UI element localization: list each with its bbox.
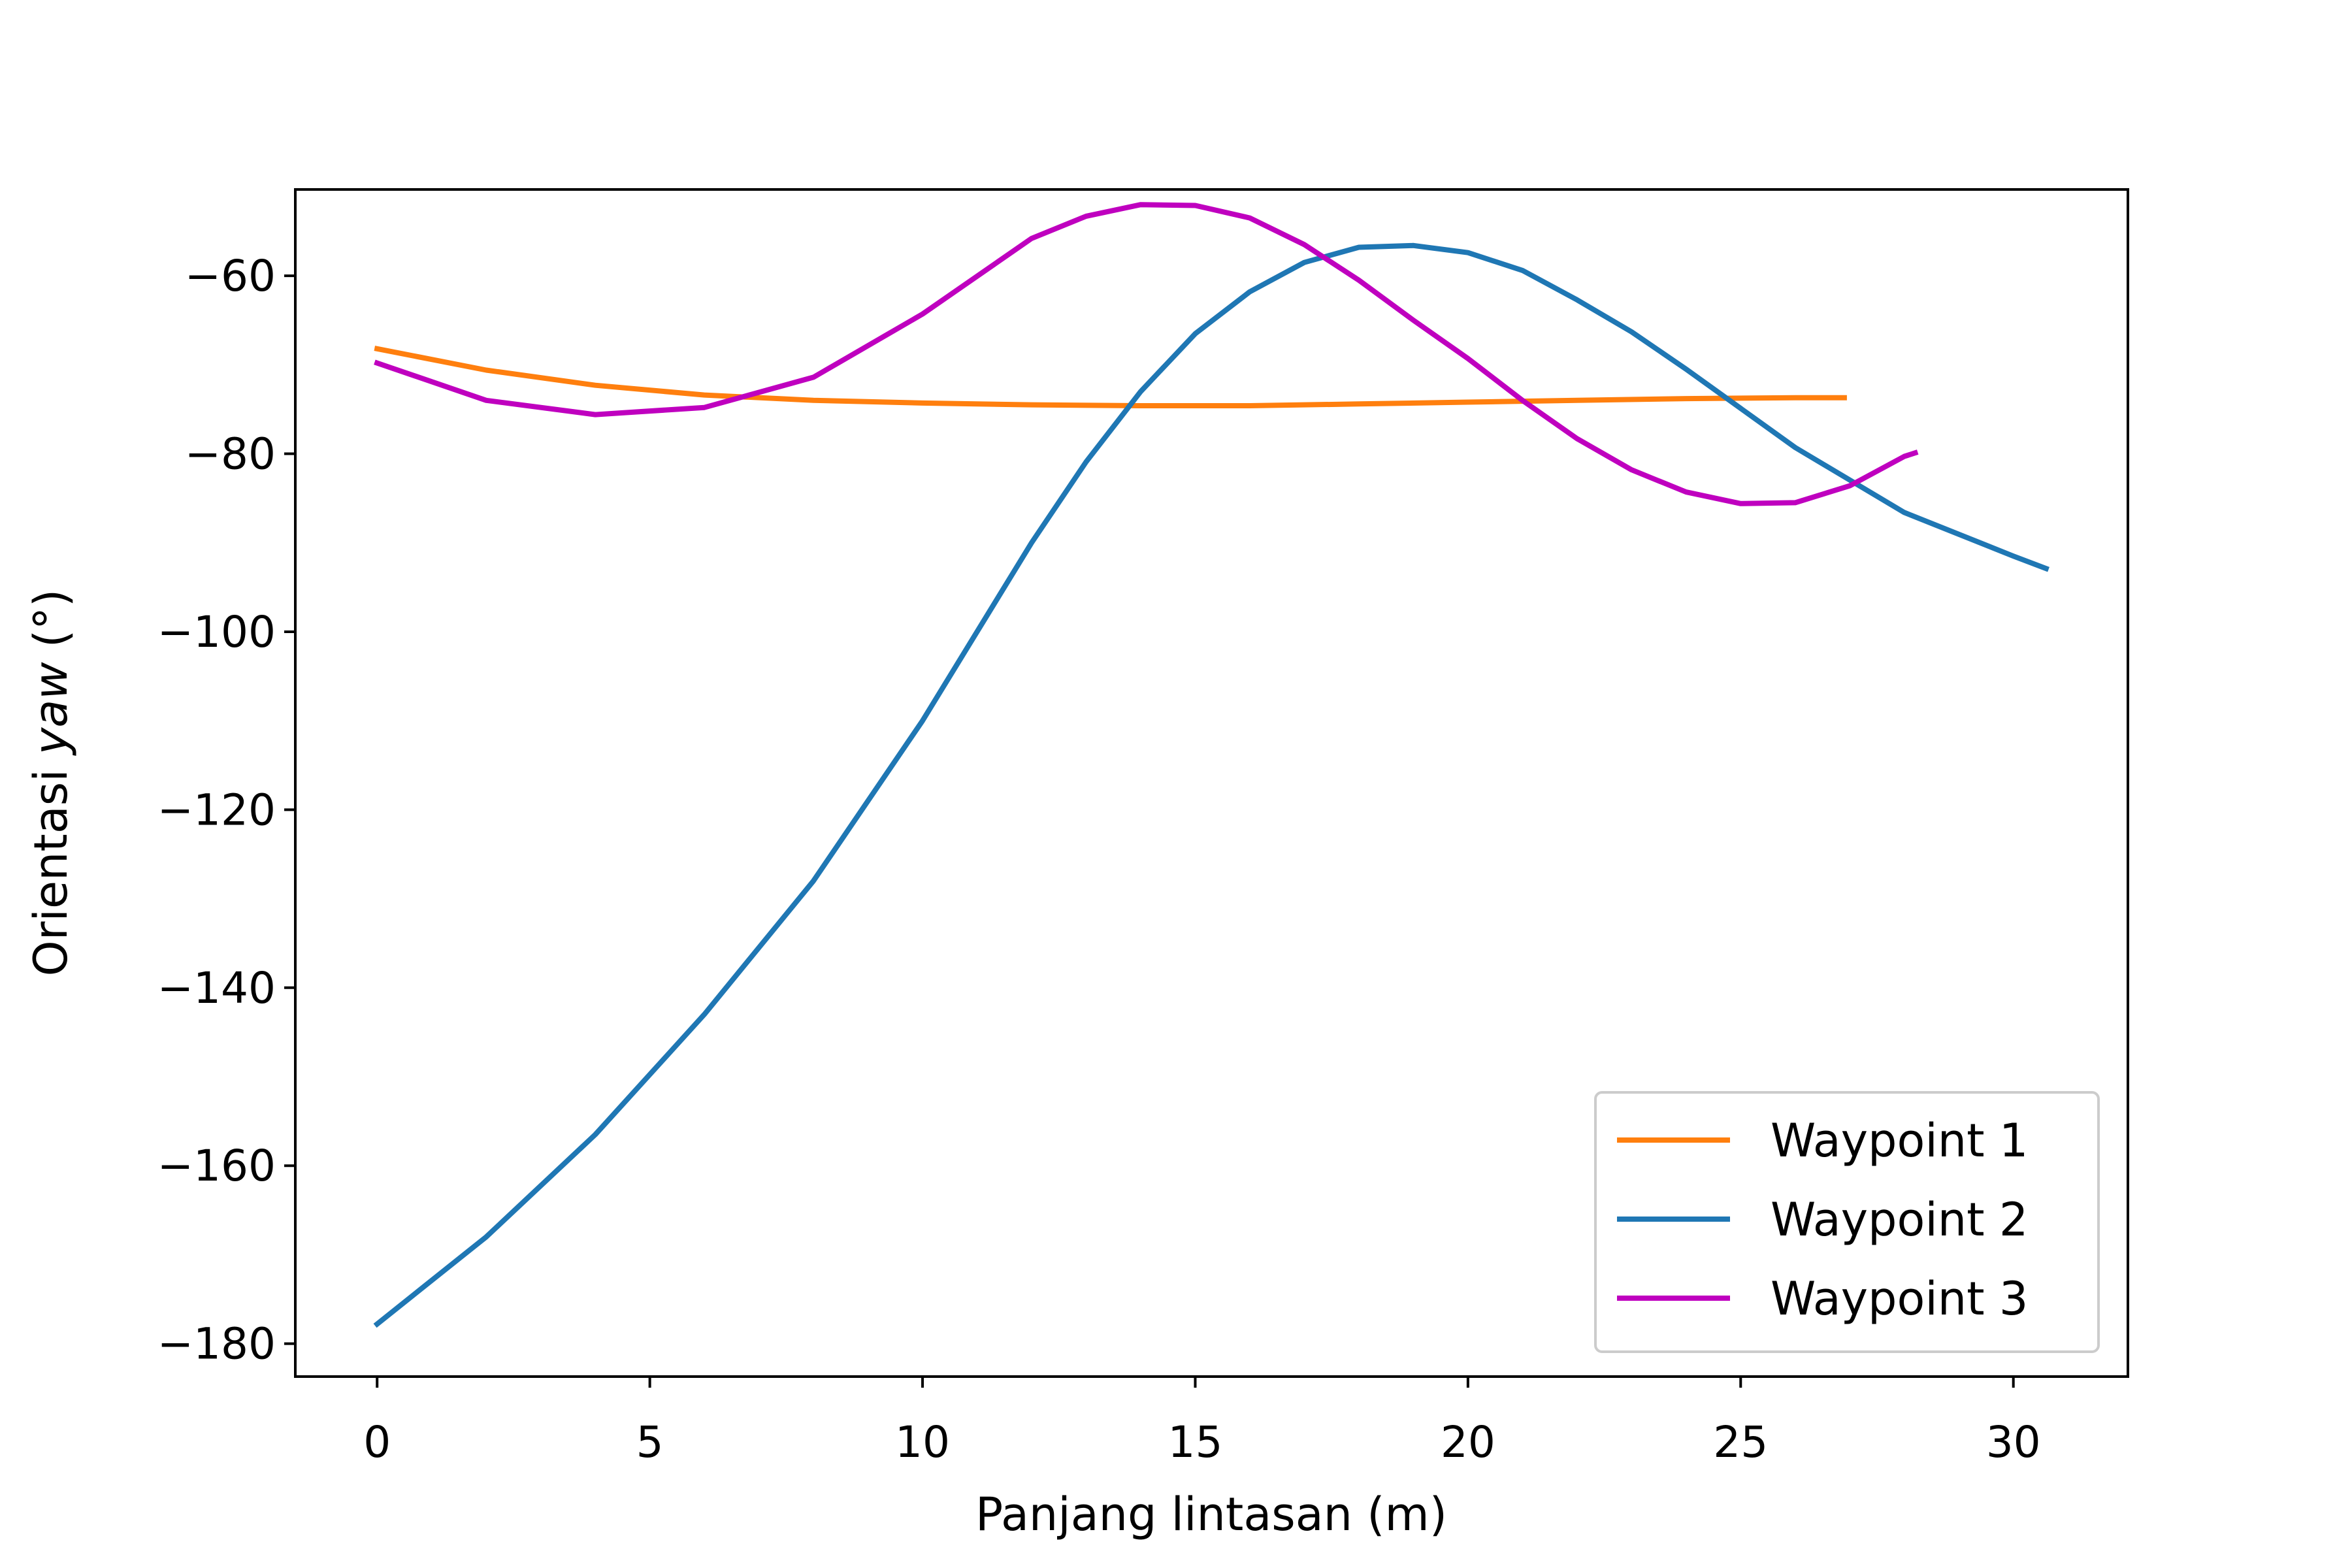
legend-label-3: Waypoint 3 (1771, 1272, 2028, 1326)
y-tick-label: −100 (157, 607, 276, 657)
x-tick-label: 0 (363, 1417, 391, 1467)
y-tick-label: −180 (157, 1319, 276, 1369)
x-tick-label: 25 (1713, 1417, 1768, 1467)
legend-box (1594, 1091, 2100, 1353)
x-axis-label: Panjang lintasan (m) (975, 1488, 1447, 1541)
x-axis-ticks: 0 5 10 15 20 25 30 (363, 1377, 2041, 1467)
x-tick-label: 15 (1168, 1417, 1222, 1467)
legend: Waypoint 1 Waypoint 2 Waypoint 3 (1594, 1091, 2100, 1353)
y-axis-label-emph: yaw (24, 662, 78, 756)
y-tick-label: −140 (157, 963, 276, 1013)
y-axis-ticks: −60 −80 −100 −120 −140 −160 −180 (157, 251, 295, 1369)
y-axis-label-prefix: Orientasi (24, 755, 78, 976)
legend-label-2: Waypoint 2 (1771, 1193, 2028, 1247)
y-tick-label: −120 (157, 785, 276, 835)
y-axis-label-suffix: (°) (24, 589, 78, 662)
x-tick-label: 10 (895, 1417, 950, 1467)
x-tick-label: 5 (636, 1417, 664, 1467)
series-line-2 (373, 242, 2050, 1328)
x-tick-label: 30 (1986, 1417, 2041, 1467)
series-line-3 (374, 202, 1919, 506)
y-tick-label: −80 (185, 429, 276, 480)
x-tick-label: 20 (1441, 1417, 1495, 1467)
series-line-1 (374, 346, 1847, 408)
plot-frame (294, 188, 2129, 1378)
legend-label-1: Waypoint 1 (1771, 1114, 2028, 1168)
y-tick-label: −60 (185, 251, 276, 301)
series-layer (373, 202, 2050, 1328)
y-axis-label: Orientasi yaw (°) (24, 589, 78, 977)
y-tick-label: −160 (157, 1141, 276, 1191)
